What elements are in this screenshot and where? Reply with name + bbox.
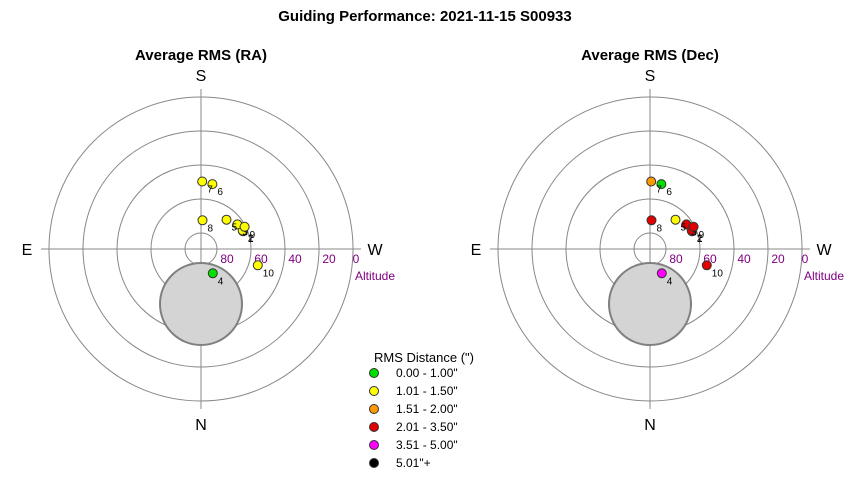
data-point-label: 6 [666, 187, 672, 198]
legend-swatch [369, 440, 379, 450]
legend-label: 3.51 - 5.00" [396, 438, 458, 452]
polar-chart-ra: Average RMS (RA)SNE W80 60 40 20 0Altitude123… [22, 47, 396, 434]
polar-chart-dec: Average RMS (Dec)SNE W80 60 40 20 0Altitude12… [471, 47, 845, 434]
direction-east: E [471, 242, 482, 259]
data-point-label: 10 [712, 268, 724, 279]
direction-west: W [367, 242, 383, 259]
data-point-label: 6 [217, 187, 223, 198]
altitude-tick-label: 20 [771, 252, 785, 266]
altitude-tick-label: 40 [288, 252, 302, 266]
legend-swatch [369, 404, 379, 414]
data-point-label: 7 [656, 185, 662, 196]
data-point-label: 3 [242, 227, 248, 238]
legend-swatch [369, 386, 379, 396]
legend-label: 5.01"+ [396, 456, 431, 470]
altitude-tick-label: 80 [669, 252, 683, 266]
data-point-label: 9 [699, 230, 705, 241]
data-point [670, 214, 681, 225]
data-point [646, 215, 657, 226]
data-point [688, 221, 699, 232]
data-point [239, 221, 250, 232]
pole-obstruction [159, 262, 243, 346]
data-point-label: 7 [207, 185, 213, 196]
chart-title: Average RMS (RA) [135, 47, 267, 64]
data-point-label: 8 [657, 223, 663, 234]
data-point [221, 214, 232, 225]
legend-label: 0.00 - 1.00" [396, 366, 458, 380]
data-point-label: 4 [667, 276, 673, 287]
altitude-tick-label: 0 [353, 252, 360, 266]
altitude-tick-label: 20 [322, 252, 336, 266]
direction-north: N [644, 417, 656, 434]
data-point-label: 4 [218, 276, 224, 287]
data-point [207, 268, 218, 279]
data-point-label: 10 [263, 268, 275, 279]
pole-obstruction [608, 262, 692, 346]
data-point [197, 176, 208, 187]
data-point [701, 260, 712, 271]
data-point-label: 3 [691, 227, 697, 238]
data-point-label: 1 [697, 234, 703, 245]
page-title: Guiding Performance: 2021-11-15 S00933 [278, 8, 572, 25]
legend-label: 1.01 - 1.50" [396, 384, 458, 398]
altitude-tick-label: 0 [802, 252, 809, 266]
data-point [252, 260, 263, 271]
data-point-label: 9 [250, 230, 256, 241]
data-point [207, 179, 218, 190]
altitude-axis-label: Altitude [355, 269, 395, 283]
data-point [646, 176, 657, 187]
direction-south: S [196, 68, 207, 85]
direction-north: N [195, 417, 207, 434]
data-point [656, 268, 667, 279]
data-point-label: 2 [248, 234, 254, 245]
data-point-label: 1 [248, 234, 254, 245]
legend-swatch [369, 458, 379, 468]
chart-title: Average RMS (Dec) [581, 47, 719, 64]
data-point-label: 2 [697, 234, 703, 245]
data-point-label: 8 [208, 223, 214, 234]
legend: RMS Distance (")0.00 - 1.00" 1.01 - 1.50"… [369, 350, 474, 470]
altitude-tick-label: 80 [220, 252, 234, 266]
altitude-tick-label: 40 [737, 252, 751, 266]
legend-swatch [369, 422, 379, 432]
legend-label: 1.51 - 2.00" [396, 402, 458, 416]
legend-label: 2.01 - 3.50" [396, 420, 458, 434]
altitude-axis-label: Altitude [804, 269, 844, 283]
legend-title: RMS Distance (") [374, 350, 474, 365]
direction-south: S [645, 68, 656, 85]
direction-west: W [816, 242, 832, 259]
legend-swatch [369, 368, 379, 378]
data-point [656, 179, 667, 190]
data-point [197, 215, 208, 226]
data-point-label: 5 [232, 223, 238, 234]
direction-east: E [22, 242, 33, 259]
data-point-label: 5 [681, 223, 687, 234]
